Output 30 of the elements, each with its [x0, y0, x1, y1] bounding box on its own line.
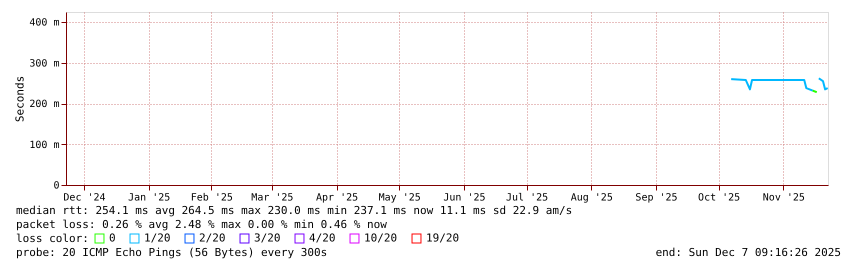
text: median rtt: 254.1 ms avg 264.5 ms max 230.0 ms min 237.1 ms now 11.1 ms sd 22.9 am/s [16, 204, 572, 217]
x-tick-label: Jun '25 [443, 192, 486, 204]
legend-label: 3/20 [254, 232, 280, 245]
x-tick-label: Jan '25 [128, 192, 170, 204]
x-tick-label: Dec '24 [63, 192, 106, 204]
x-tick-label: Apr '25 [316, 192, 358, 204]
text: packet loss: 0.26 % avg 2.48 % max 0.00 % min 0.46 % now [16, 218, 388, 231]
x-tick-label: Feb '25 [190, 192, 233, 204]
x-tick-label: Sep '25 [635, 192, 678, 204]
legend-label: 19/20 [426, 232, 460, 245]
legend-label: 1/20 [144, 232, 170, 245]
legend-label: 10/20 [364, 232, 398, 245]
x-tick-label: Jul '25 [506, 192, 548, 204]
y-tick-label: 400 m [29, 18, 60, 29]
x-tick-label: May '25 [378, 192, 421, 204]
y-tick-label: 0 [53, 180, 60, 192]
x-tick-label: Mar '25 [251, 192, 294, 204]
legend-label: 0 [109, 232, 116, 245]
legend-label: 2/20 [199, 232, 226, 245]
y-tick-label: 300 m [29, 58, 60, 70]
legend-title: loss color: [16, 232, 89, 245]
text: end: Sun Dec 7 09:16:26 2025 [656, 246, 841, 259]
text: probe: 20 ICMP Echo Pings (56 Bytes) every 300s [16, 246, 328, 259]
legend-label: 4/20 [309, 232, 336, 245]
x-tick-label: Oct '25 [698, 192, 740, 204]
x-tick-label: Nov '25 [762, 192, 805, 204]
y-tick-label: 100 m [29, 140, 60, 151]
y-axis-title: Seconds [13, 76, 26, 122]
y-tick-label: 200 m [29, 99, 60, 110]
x-tick-label: Aug '25 [570, 192, 613, 204]
